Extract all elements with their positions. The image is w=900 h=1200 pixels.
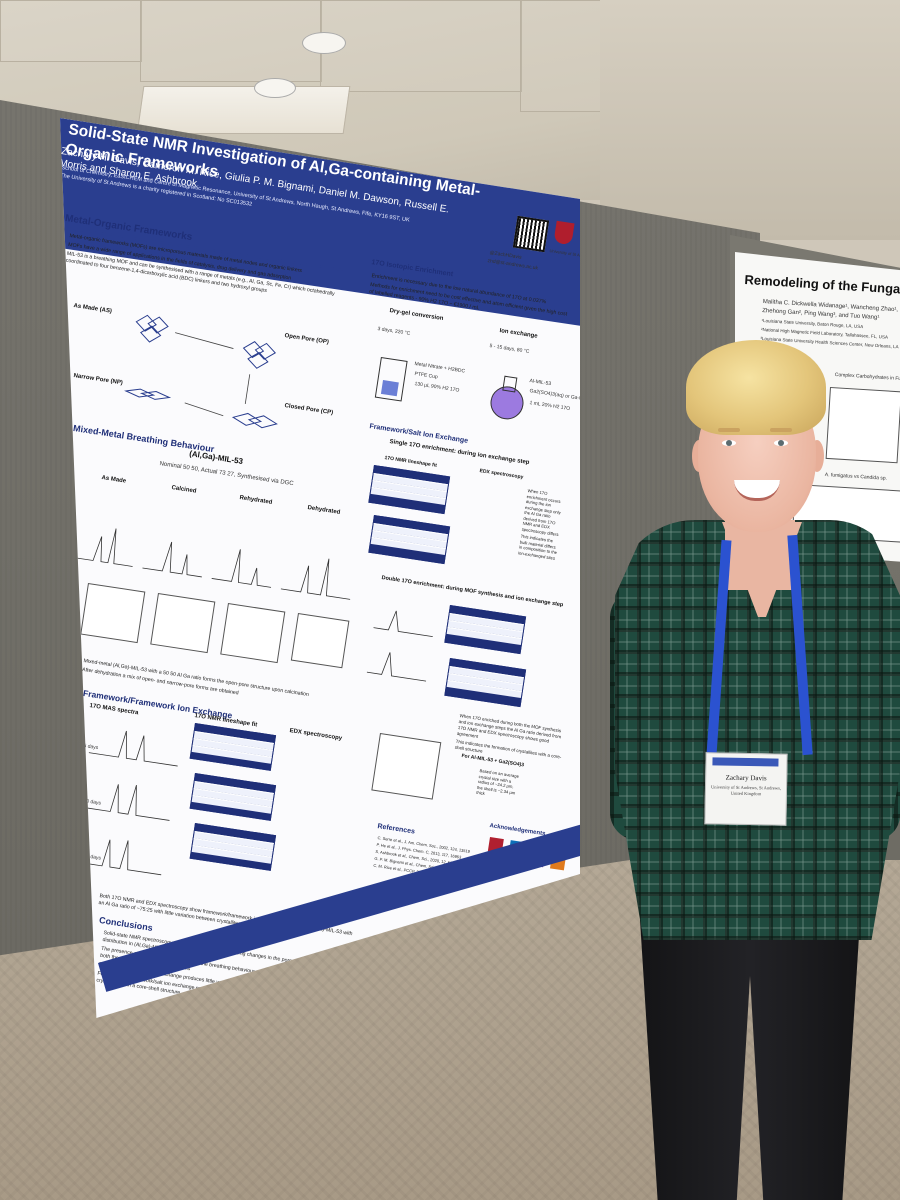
- fsie-double-table: [444, 605, 527, 655]
- section-heading-references: References: [376, 823, 416, 836]
- blond-hair: [686, 340, 826, 435]
- core-shell-note: Based on an average crystal size with a …: [475, 768, 520, 796]
- enrichment-apparatus: [374, 356, 524, 420]
- badge-affiliation: University of St Andrews, St Andrews, Un…: [710, 784, 782, 797]
- ceiling-spotlight: [254, 78, 296, 98]
- mixed-col-as-made: As Made: [101, 475, 127, 485]
- mixed-material: (Al,Ga)-MIL-53: [188, 449, 244, 467]
- section-heading-acknowledgements: Acknowledgements: [489, 823, 546, 838]
- ffie-spectra: [72, 730, 178, 876]
- fsie-table: [368, 465, 451, 515]
- mixed-col-calcined: Calcined: [171, 485, 197, 495]
- ffie-table: [189, 773, 277, 821]
- ffie-table: [189, 823, 277, 871]
- ion-exchange-label: Ion exchange: [499, 328, 538, 340]
- ceiling-light: [136, 86, 351, 134]
- mqmas-plot: [150, 593, 216, 654]
- badge-header: [712, 757, 779, 767]
- fsie-double-table: [444, 658, 527, 708]
- mixed-nominal: Nominal 50 50, Actual 73 27, Synthesised…: [159, 461, 294, 488]
- poster-body: Metal-Organic Frameworks Metal-organic f…: [60, 203, 580, 1018]
- trousers: [640, 920, 860, 1200]
- fsie-note: When 17O enrichment occurs during the io…: [517, 488, 562, 561]
- presenter: Zachary Davis University of St Andrews, …: [610, 340, 900, 1200]
- mof-structure-diagram: [124, 314, 278, 429]
- enrich-bullets: Enrichment is necessary due to the low n…: [368, 273, 568, 318]
- name-badge: Zachary Davis University of St Andrews, …: [704, 752, 788, 826]
- mqmas-plot: [80, 583, 146, 644]
- fsie-table: [368, 515, 451, 565]
- ceiling-spotlight: [302, 32, 346, 54]
- mqmas-plot: [220, 603, 286, 664]
- mqmas-plot: [290, 613, 350, 669]
- core-shell-plot: [371, 733, 442, 800]
- eyebrow: [770, 428, 792, 432]
- dry-gel-conditions: 3 days, 220 °C: [377, 326, 411, 337]
- eye: [722, 440, 736, 446]
- badge-name: Zachary Davis: [725, 773, 767, 783]
- fsie-edx-label: EDX spectroscopy: [479, 468, 524, 481]
- main-poster: Solid-State NMR Investigation of Al,Ga-c…: [60, 118, 580, 1018]
- mixed-col-rehydrated: Rehydrated: [239, 495, 273, 506]
- mixed-col-dehydrated: Dehydrated: [307, 505, 341, 516]
- eye: [774, 440, 788, 446]
- fsie-spectra: [366, 610, 433, 682]
- ffie-table: [189, 723, 277, 771]
- mixed-spectra: [73, 528, 351, 600]
- dry-gel-label: Dry-gel conversion: [389, 308, 444, 323]
- smile: [734, 480, 780, 501]
- back-wall: [600, 0, 900, 240]
- ion-exchange-conditions: 5 - 15 days, 80 °C: [489, 343, 530, 355]
- eyebrow: [718, 428, 740, 432]
- ffie-edx-label: EDX spectroscopy: [289, 728, 343, 742]
